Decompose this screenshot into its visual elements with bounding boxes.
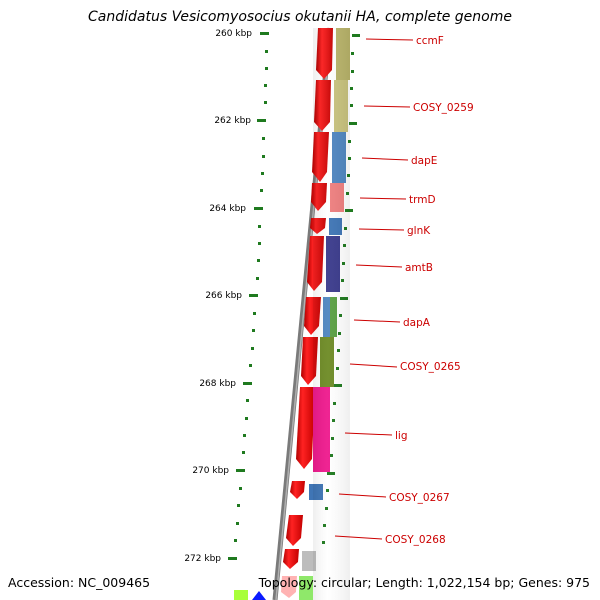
- gene-label-trmD: trmD: [409, 194, 436, 206]
- category-bar-next-1[interactable]: [302, 551, 316, 571]
- gene-label-COSY_0268: COSY_0268: [385, 534, 446, 546]
- gene-label-glnK: glnK: [407, 225, 431, 237]
- accession-label: Accession: NC_009465: [8, 575, 151, 590]
- map-title: Candidatus Vesicomyosocius okutanii HA, …: [88, 9, 512, 25]
- gene-label-COSY_0265: COSY_0265: [400, 361, 461, 373]
- gene-label-COSY_0267: COSY_0267: [389, 492, 450, 504]
- tick-label-268: 268 kbp: [199, 379, 236, 389]
- gene-label-lig: lig: [395, 430, 408, 442]
- tick-label-260: 260 kbp: [215, 29, 252, 39]
- tick-label-266: 266 kbp: [205, 291, 242, 301]
- tick-label-262: 262 kbp: [214, 116, 251, 126]
- gene-label-dapE: dapE: [411, 155, 437, 167]
- ruler-tick-264: 264 kbp: [209, 204, 263, 214]
- ruler-tick-266: 266 kbp: [205, 291, 258, 301]
- gene-arrow-COSY_0268[interactable]: [286, 515, 303, 546]
- ruler-minor-ticks: [234, 50, 268, 542]
- gene-labels: ccmF COSY_0259 dapE trmD glnK amtB dapA …: [385, 35, 474, 546]
- label-leaders: [334, 38, 414, 540]
- gene-arrow-COSY_0267[interactable]: [290, 481, 305, 499]
- ruler-tick-272: 272 kbp: [184, 554, 237, 564]
- gene-arrow-lig[interactable]: [296, 387, 315, 469]
- ruler-tick-270: 270 kbp: [192, 466, 245, 476]
- gene-partial-3[interactable]: [252, 591, 266, 600]
- ruler-tick-268: 268 kbp: [199, 379, 252, 389]
- gene-arrow-partial-1[interactable]: [281, 576, 297, 598]
- ruler-tick-260: 260 kbp: [215, 29, 269, 39]
- category-bar-next-2[interactable]: [299, 576, 313, 600]
- gene-partial-2[interactable]: [234, 590, 248, 600]
- tick-label-272: 272 kbp: [184, 554, 221, 564]
- gene-label-amtB: amtB: [405, 262, 433, 274]
- bottom-partial-genes: [234, 576, 297, 600]
- gene-arrow-next-1[interactable]: [283, 549, 299, 569]
- tick-label-270: 270 kbp: [192, 466, 229, 476]
- gene-label-dapA: dapA: [403, 317, 431, 329]
- ruler-tick-262: 262 kbp: [214, 116, 266, 126]
- gene-category-bars: [299, 28, 350, 600]
- bar-shading: [313, 28, 350, 600]
- topology-label: Topology: circular; Length: 1,022,154 bp…: [258, 575, 590, 590]
- tick-label-264: 264 kbp: [209, 204, 246, 214]
- gene-label-ccmF: ccmF: [416, 35, 444, 47]
- gene-label-COSY_0259: COSY_0259: [413, 102, 474, 114]
